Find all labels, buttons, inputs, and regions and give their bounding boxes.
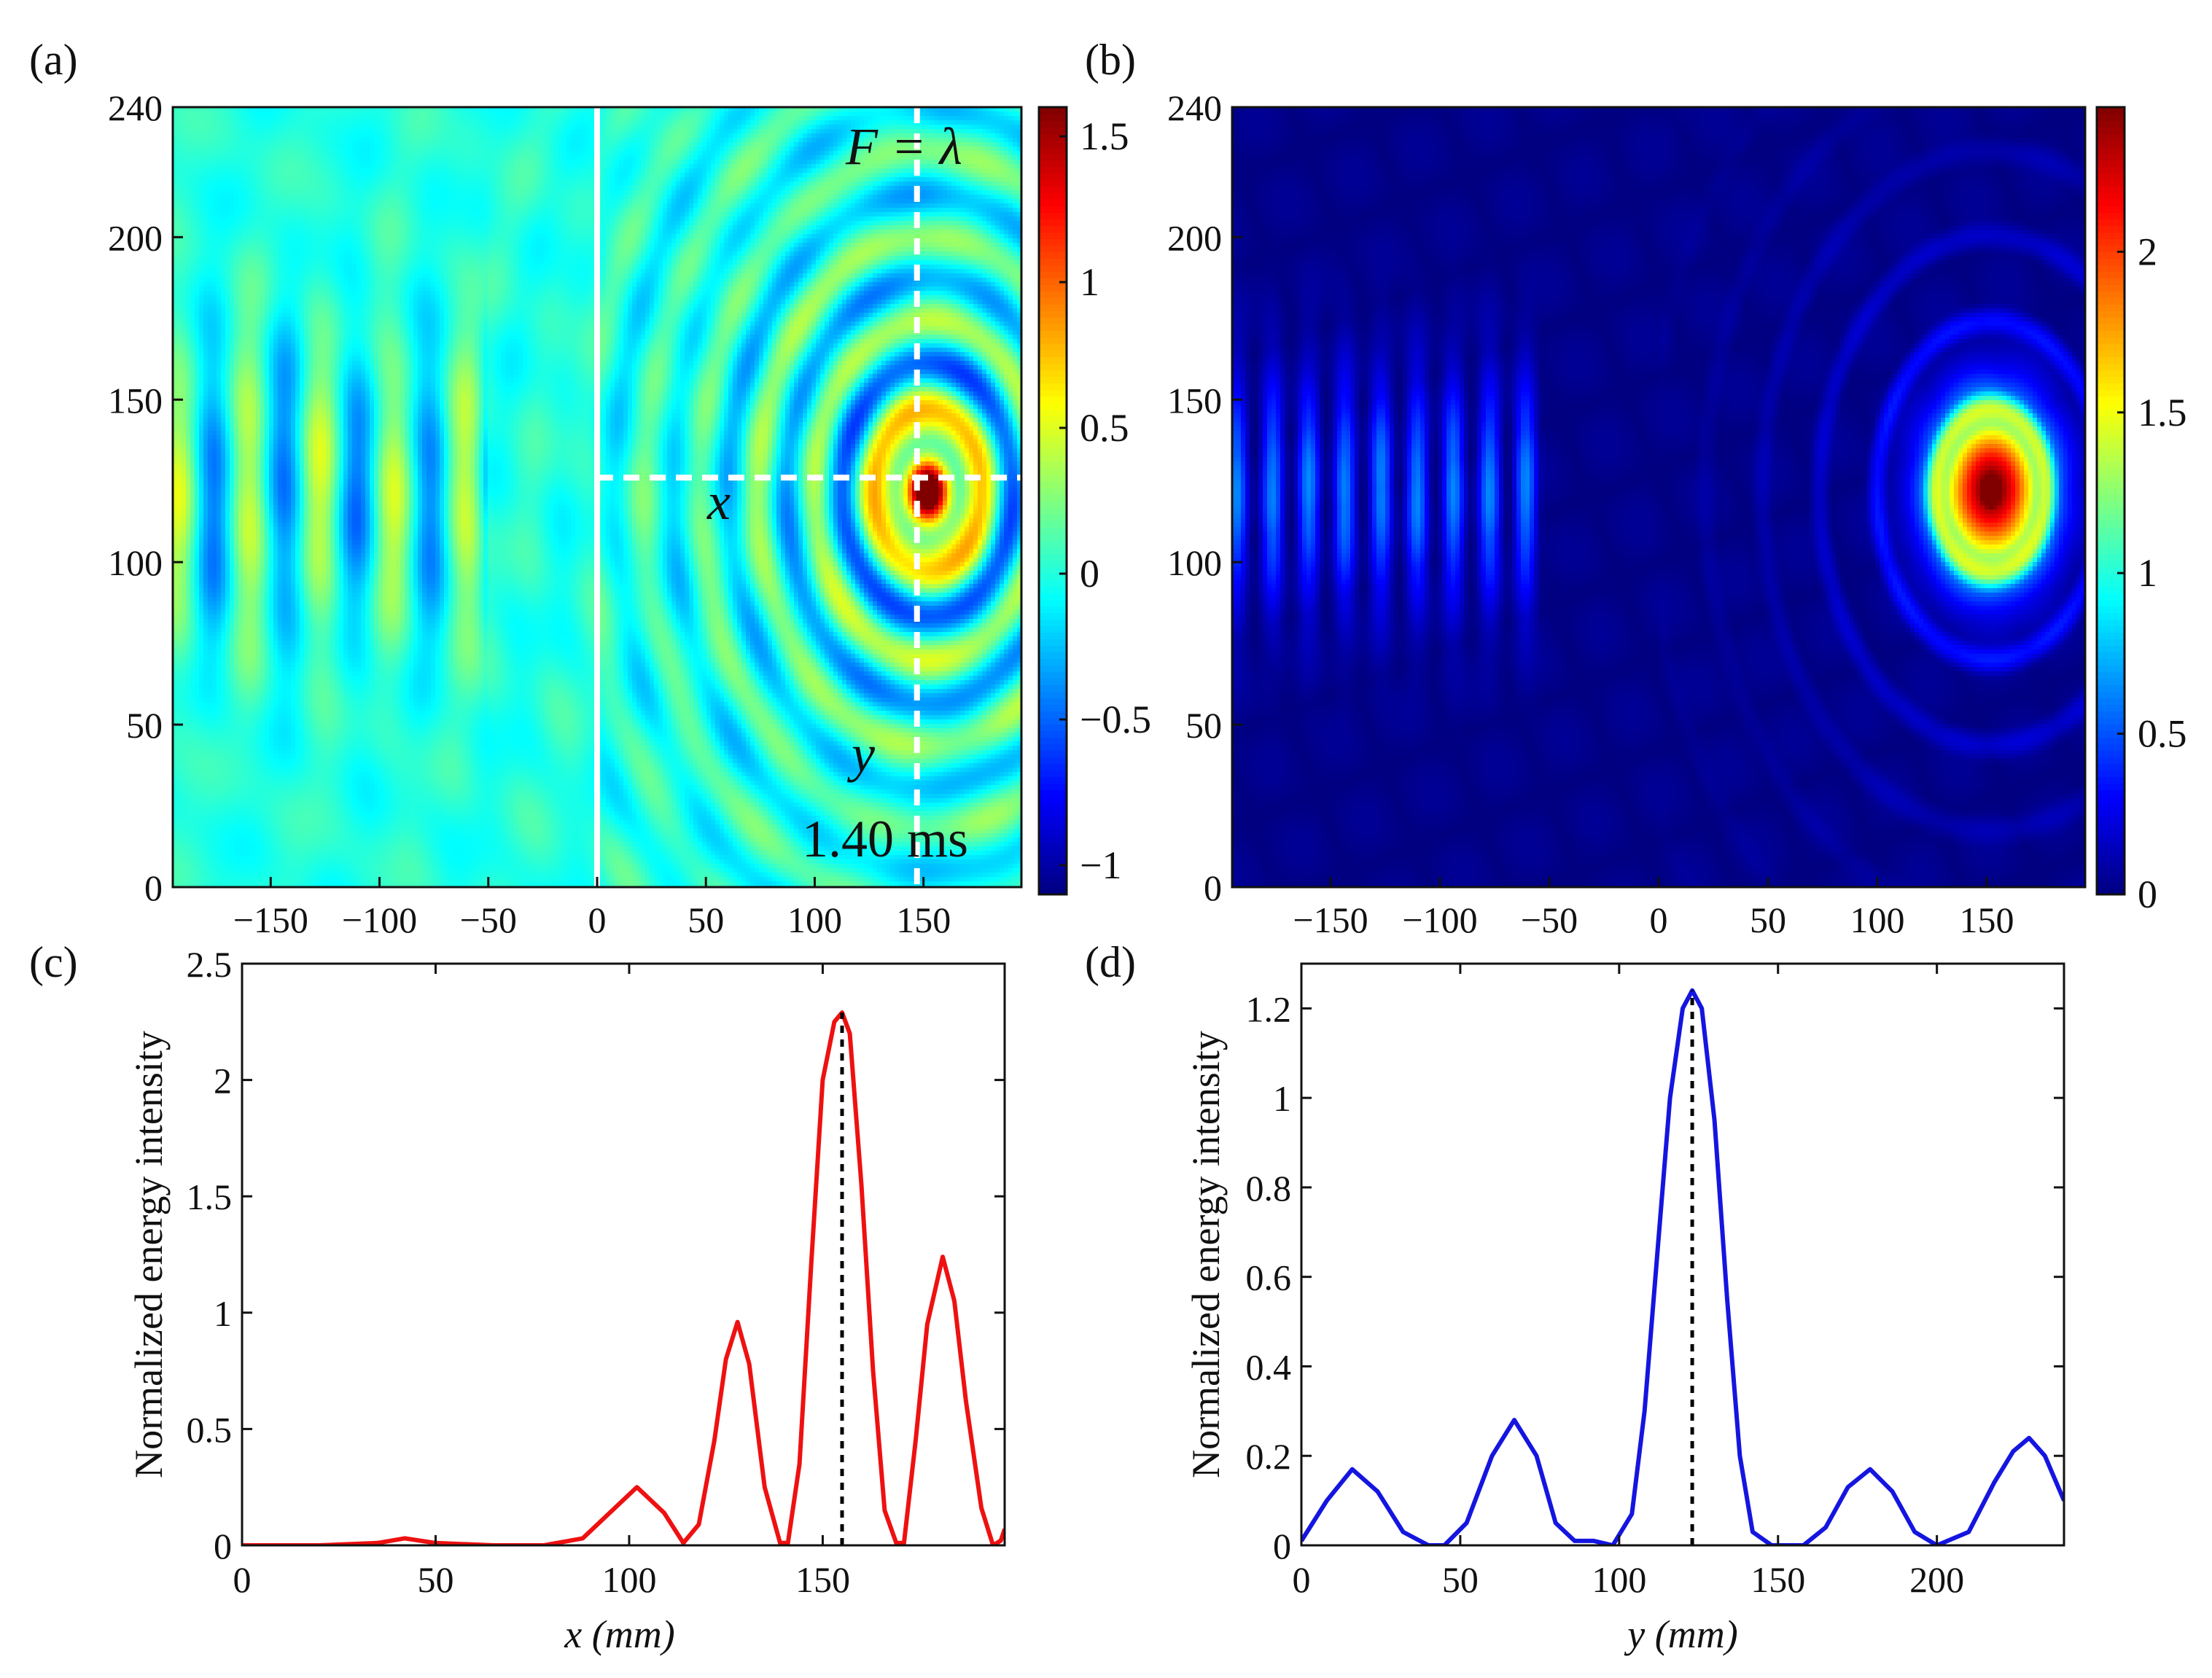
y-tick-label: 200 (1167, 217, 1222, 258)
y-tick-label: 0.8 (1246, 1168, 1292, 1209)
x-tick-label: 0 (588, 900, 607, 940)
x-tick-label: 150 (1750, 1559, 1805, 1600)
x-tick-label: −50 (1521, 900, 1578, 940)
panel-d-lineplot: 0 50 100 150 200 0 0.2 0.4 0.6 0.8 1 1.2 Normalized… (1184, 964, 2064, 1656)
panel-d-ylabel: Normalized energy intensity (1184, 1031, 1228, 1478)
x-tick-label: −50 (460, 900, 517, 940)
y-tick-label: 1 (214, 1293, 232, 1334)
colorbar-tick-label: 1.5 (2138, 391, 2187, 434)
x-tick-label: 50 (417, 1559, 453, 1600)
y-tick-label: 0 (214, 1526, 232, 1566)
data-line (1301, 991, 2064, 1545)
y-tick-label: 1 (1273, 1078, 1291, 1119)
colorbar-tick-label: −0.5 (1080, 698, 1151, 741)
y-tick-label: 2 (214, 1061, 232, 1101)
x-tick-label: −150 (1293, 900, 1368, 940)
y-tick-label: 2.5 (187, 944, 233, 985)
y-tick-label: 1.2 (1246, 988, 1292, 1029)
annotation-time: 1.40 ms (802, 810, 968, 868)
x-tick-label: −150 (233, 900, 308, 940)
x-tick-label: 50 (1442, 1559, 1479, 1600)
x-tick-label: 150 (896, 900, 951, 940)
panel-c-xlabel: x (mm) (564, 1612, 674, 1656)
y-tick-label: 100 (108, 542, 163, 583)
panel-c-ylabel: Normalized energy intensity (127, 1031, 171, 1478)
colorbar-tick-label: −1 (1080, 843, 1121, 887)
x-tick-label: 150 (795, 1559, 850, 1600)
panel-d-xlabel: y (mm) (1624, 1612, 1737, 1656)
y-tick-label: 0.5 (187, 1409, 233, 1450)
colorbar-tick-label: 0 (1080, 552, 1099, 596)
colorbar-tick-label: 1 (2138, 551, 2157, 595)
y-tick-label: 0 (144, 867, 163, 908)
x-tick-label: 50 (688, 900, 724, 940)
x-tick-label: −100 (1402, 900, 1477, 940)
y-tick-label: 240 (108, 87, 163, 128)
y-tick-label: 0 (1204, 867, 1222, 908)
y-tick-label: 1.5 (187, 1176, 233, 1217)
x-tick-label: 100 (1592, 1559, 1646, 1600)
x-tick-label: −100 (342, 900, 417, 940)
y-tick-label: 100 (1167, 542, 1222, 583)
panel-label-d: (d) (1085, 938, 1136, 986)
colorbar-tick-label: 1 (1080, 260, 1099, 304)
y-tick-label: 200 (108, 217, 163, 258)
panel-label-c: (c) (29, 938, 78, 986)
y-tick-label: 0.2 (1246, 1436, 1292, 1477)
x-tick-label: 100 (1850, 900, 1905, 940)
y-tick-label: 0.4 (1246, 1346, 1292, 1387)
x-tick-label: 200 (1909, 1559, 1964, 1600)
colorbar-tick-label: 0 (2138, 873, 2157, 916)
y-tick-label: 150 (108, 380, 163, 421)
annotation-x: x (706, 472, 731, 531)
colorbar-tick-label: 0.5 (2138, 712, 2187, 756)
x-tick-label: 100 (601, 1559, 656, 1600)
data-line (242, 1012, 1005, 1545)
colorbar-tick-label: 0.5 (1080, 406, 1129, 450)
annotation-F-lambda: F = λ (845, 117, 962, 176)
y-tick-label: 240 (1167, 87, 1222, 128)
panel-label-b: (b) (1085, 36, 1136, 84)
x-tick-label: 50 (1750, 900, 1786, 940)
y-tick-label: 0.6 (1246, 1257, 1292, 1298)
x-tick-label: 0 (1650, 900, 1668, 940)
panel-label-a: (a) (29, 36, 78, 84)
panel-c-lineplot: 0 50 100 150 0 0.5 1 1.5 2 2.5 Normalized energy … (127, 944, 1005, 1656)
plot-frame (242, 964, 1005, 1545)
y-tick-label: 50 (1185, 705, 1222, 746)
x-tick-label: 0 (233, 1559, 252, 1600)
y-tick-label: 0 (1273, 1526, 1291, 1566)
x-tick-label: 150 (1960, 900, 2014, 940)
colorbar-tick-label: 2 (2138, 230, 2157, 273)
colorbar-tick-label: 1.5 (1080, 114, 1129, 158)
y-tick-label: 150 (1167, 380, 1222, 421)
x-tick-label: 0 (1293, 1559, 1311, 1600)
panel-a-heatmap: −150 −100 −50 0 50 100 150 0 50 100 150 200 240 F = … (108, 87, 1151, 940)
plot-frame (1301, 964, 2064, 1545)
panel-b-heatmap: −150 −100 −50 0 50 100 150 0 50 100 150 200 240 0 0.5… (1167, 87, 2187, 940)
x-tick-label: 100 (787, 900, 842, 940)
y-tick-label: 50 (126, 705, 163, 746)
